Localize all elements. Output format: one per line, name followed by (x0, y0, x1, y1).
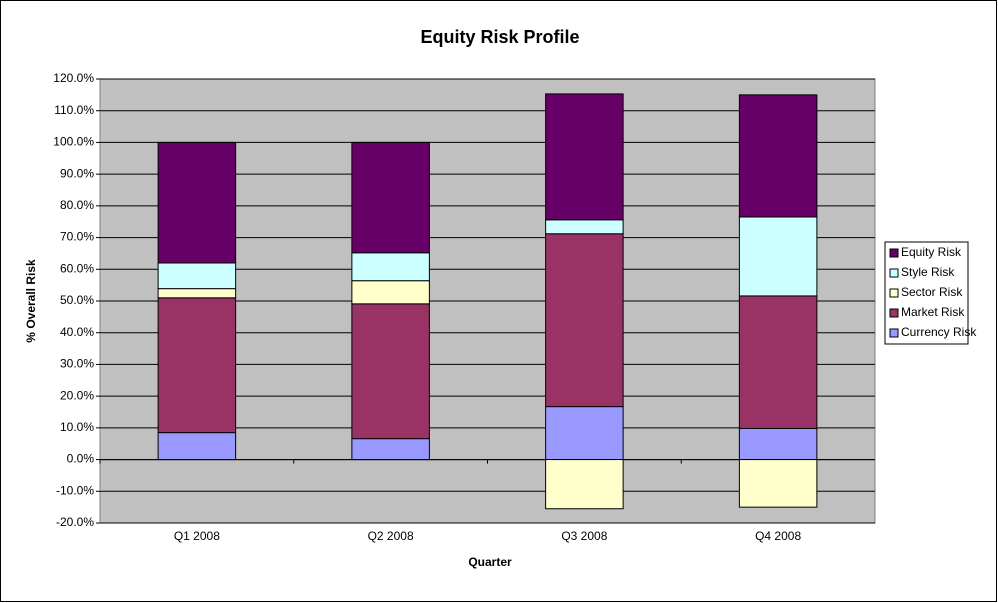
y-tick-label: 60.0% (60, 261, 94, 275)
bar-segment (738, 295, 818, 429)
y-tick-label: 120.0% (53, 71, 94, 85)
legend (884, 241, 969, 345)
bar-segment (157, 262, 237, 290)
y-tick-label: 40.0% (60, 325, 94, 339)
legend-label: Style Risk (901, 265, 955, 279)
y-tick-label: 80.0% (60, 198, 94, 212)
bar-segment (351, 141, 430, 254)
bar-segment (545, 219, 624, 235)
bar-segment (351, 280, 430, 305)
y-tick-label: 30.0% (60, 357, 94, 371)
bar-segment (351, 252, 430, 282)
x-tick-label: Q3 2008 (561, 529, 607, 543)
legend-swatch (889, 328, 899, 338)
bar-segment (738, 459, 818, 508)
legend-label: Market Risk (901, 305, 965, 319)
y-tick-label: -10.0% (56, 483, 94, 497)
legend-label: Equity Risk (901, 245, 962, 259)
bar-segment (545, 233, 624, 408)
legend-label: Sector Risk (901, 285, 963, 299)
y-tick-label: 10.0% (60, 420, 94, 434)
x-axis-title: Quarter (468, 555, 512, 569)
legend-swatch (889, 268, 899, 278)
bar-segment (738, 427, 818, 461)
x-tick-label: Q2 2008 (368, 529, 414, 543)
y-tick-label: 50.0% (60, 293, 94, 307)
legend-swatch (889, 308, 899, 318)
y-tick-label: -20.0% (56, 515, 94, 529)
chart-title: Equity Risk Profile (420, 27, 579, 47)
bar-segment (157, 297, 237, 434)
bar-segment (545, 459, 624, 510)
legend-swatch (889, 248, 899, 258)
bar-segment (157, 141, 237, 264)
bar-segment (738, 216, 818, 297)
y-axis-title: % Overall Risk (24, 259, 38, 343)
bar-segment (351, 438, 430, 461)
y-tick-label: 100.0% (53, 135, 94, 149)
legend-label: Currency Risk (901, 325, 977, 339)
bar-segment (545, 93, 624, 221)
bar-segment (157, 432, 237, 461)
y-tick-label: 0.0% (67, 452, 95, 466)
bar-segment (545, 406, 624, 461)
x-tick-label: Q4 2008 (755, 529, 801, 543)
y-tick-label: 110.0% (54, 103, 94, 117)
y-tick-label: 90.0% (60, 166, 94, 180)
bar-segment (157, 288, 237, 299)
bar-segment (738, 94, 818, 218)
bar-segment (351, 303, 430, 440)
y-tick-label: 70.0% (60, 230, 94, 244)
legend-swatch (889, 288, 899, 298)
x-tick-label: Q1 2008 (174, 529, 220, 543)
y-tick-label: 20.0% (60, 388, 94, 402)
